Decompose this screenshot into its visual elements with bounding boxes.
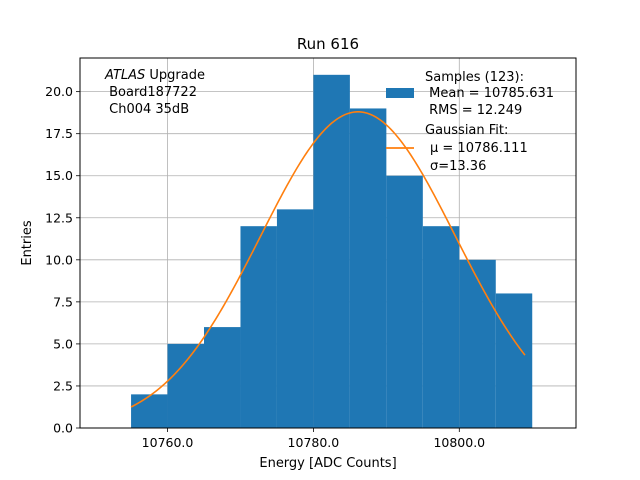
x-tick-label: 10760.0 (142, 435, 194, 450)
x-axis-ticks: 10760.0 10780.0 10800.0 (142, 428, 485, 450)
x-tick-label: 10780.0 (288, 435, 340, 450)
histogram-bar (422, 226, 460, 428)
y-tick-label: 15.0 (45, 168, 73, 183)
legend-samples-swatch (386, 88, 414, 98)
annotation-atlas-italic: ATLAS (104, 68, 145, 83)
histogram-bar (167, 343, 204, 428)
legend-samples-mean: Mean = 10785.631 (425, 86, 554, 101)
annotation-upgrade: Upgrade (145, 68, 205, 83)
histogram-bar (131, 394, 168, 428)
x-tick-label: 10800.0 (433, 435, 485, 450)
legend-samples-title: Samples (123): (425, 70, 524, 85)
y-tick-label: 17.5 (45, 126, 73, 141)
histogram-bar (386, 175, 423, 428)
histogram-bar (313, 74, 350, 429)
legend-fit-mu: μ = 10786.111 (430, 141, 528, 156)
atlas-annotation: ATLAS Upgrade Board187722 Ch004 35dB (104, 68, 205, 117)
y-tick-label: 5.0 (53, 336, 73, 351)
y-tick-label: 12.5 (45, 210, 73, 225)
annotation-board: Board187722 (105, 85, 197, 100)
fit-line (130, 111, 526, 408)
y-tick-label: 10.0 (45, 252, 73, 267)
legend-fit-sigma: σ=13.36 (430, 159, 486, 174)
y-axis-label: Entries (20, 220, 35, 266)
y-axis-ticks: 0.0 2.5 5.0 7.5 10.0 12.5 15.0 17.5 20.0 (45, 84, 80, 436)
plot-frame (79, 57, 577, 429)
histogram-bar (240, 226, 277, 428)
y-tick-label: 7.5 (53, 294, 73, 309)
histogram-bar (276, 209, 314, 428)
annotation-line-1: ATLAS Upgrade (104, 68, 205, 83)
y-tick-label: 20.0 (45, 84, 73, 99)
chart-title: Run 616 (297, 35, 359, 53)
annotation-channel: Ch004 35dB (105, 102, 189, 117)
x-axis-label: Energy [ADC Counts] (259, 456, 396, 471)
y-tick-label: 0.0 (53, 421, 73, 436)
legend: Samples (123): Mean = 10785.631 RMS = 12… (386, 70, 554, 174)
y-tick-label: 2.5 (53, 378, 73, 393)
legend-samples-rms: RMS = 12.249 (425, 103, 522, 118)
histogram-bar (204, 327, 241, 428)
histogram-bar (459, 259, 496, 428)
legend-fit-title: Gaussian Fit: (425, 123, 508, 138)
histogram-bar (349, 108, 387, 429)
gaussian-fit-curve (130, 111, 526, 408)
histogram-bars (131, 74, 533, 429)
histogram-bar (495, 293, 533, 428)
